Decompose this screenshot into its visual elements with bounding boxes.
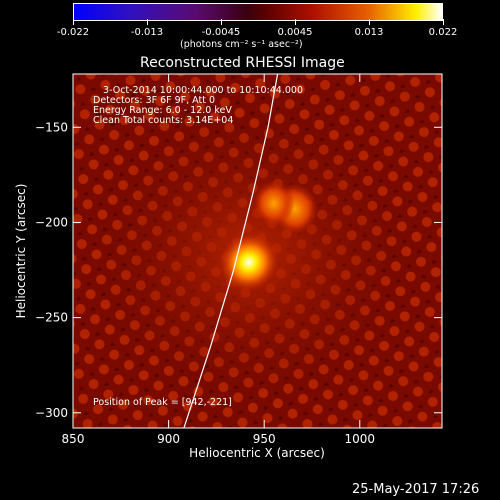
peak-position-text: Position of Peak = [942,-221]: [93, 397, 232, 408]
solar-limb-curve: [183, 74, 279, 428]
colorbar-tick-label: 0.013: [354, 27, 384, 38]
x-tick-label: 900: [157, 432, 180, 446]
info-line-detectors: Detectors: 3F 6F 9F, Att 0: [93, 95, 216, 106]
y-axis-label: Heliocentric Y (arcsec): [14, 184, 28, 319]
source-blob: [253, 180, 295, 227]
colorbar-label: (photons cm⁻² s⁻¹ asec⁻²): [180, 39, 303, 50]
colorbar-tick-mark: [369, 19, 370, 25]
x-tick-label: 850: [62, 432, 85, 446]
chart-title: Reconstructed RHESSI Image: [140, 55, 345, 71]
colorbar-tick-mark: [443, 19, 444, 25]
colorbar-tick-label: -0.022: [56, 27, 90, 38]
colorbar-tick-label: 0.0045: [277, 27, 313, 38]
info-line-time: 3-Oct-2014 10:00:44.000 to 10:10:44.000: [103, 85, 304, 96]
x-tick-label: 1000: [345, 432, 376, 446]
info-line-energy: Energy Range: 6.0 - 12.0 keV: [93, 105, 232, 116]
colorbar-tick-label: -0.013: [130, 27, 164, 38]
colorbar: [73, 3, 443, 21]
x-axis-label: Heliocentric X (arcsec): [189, 446, 325, 460]
colorbar-tick-label: -0.0045: [201, 27, 241, 38]
info-line-counts: Clean Total counts: 3.14E+04: [93, 115, 234, 126]
x-tick-label: 950: [253, 432, 276, 446]
y-tick-label: −150: [35, 120, 68, 134]
colorbar-tick-label: 0.022: [428, 27, 458, 38]
plot-frame: [72, 73, 443, 429]
source-blob: [219, 233, 279, 292]
date-stamp: 25-May-2017 17:26: [352, 482, 480, 497]
colorbar-tick-mark: [147, 19, 148, 25]
y-tick-label: −250: [35, 311, 68, 325]
info-block: 3-Oct-2014 10:00:44.000 to 10:10:44.000 …: [93, 86, 303, 126]
colorbar-tick-mark: [295, 19, 296, 25]
colorbar-tick-mark: [73, 19, 74, 25]
y-tick-label: −300: [35, 406, 68, 420]
colorbar-tick-mark: [221, 19, 222, 25]
y-tick-label: −200: [35, 215, 68, 229]
